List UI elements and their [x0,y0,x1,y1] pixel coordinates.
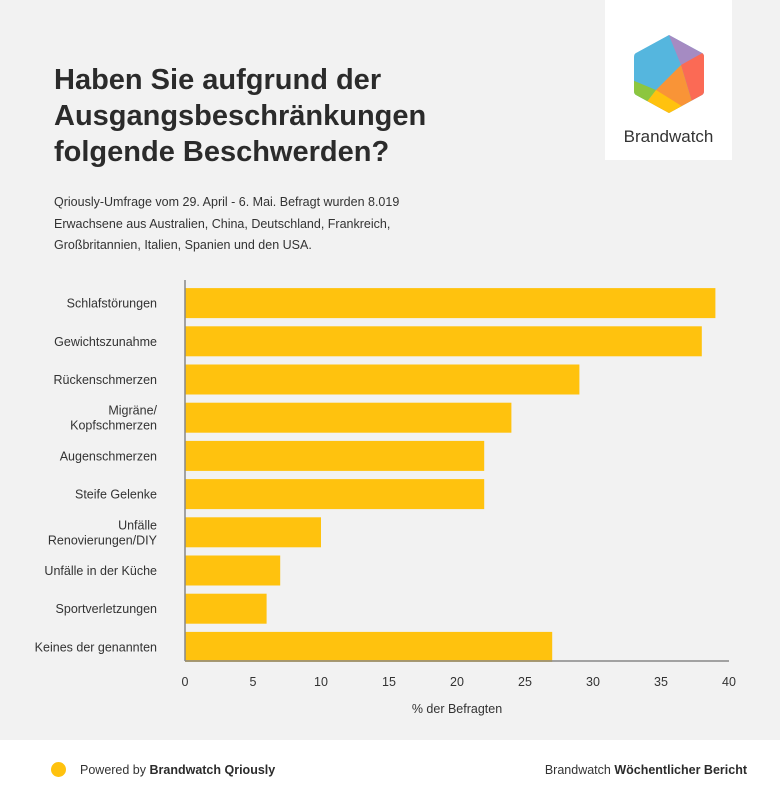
brand-logo: Brandwatch [605,0,732,160]
category-label: Unfälle in der Küche [44,564,157,578]
bar [185,631,553,662]
powered-by-brand: Brandwatch Qriously [149,763,276,777]
category-label: Keines der genannten [35,640,157,654]
brandwatch-hexagon-icon [634,35,704,113]
powered-by-text: Powered by Brandwatch Qriously [80,763,276,777]
x-tick-label: 0 [182,675,189,689]
chart-subtitle: Qriously-Umfrage vom 29. April - 6. Mai.… [54,195,400,252]
bar [185,364,580,395]
logo-text: Brandwatch [623,127,714,146]
bar-chart: Schlafstörungen Gewichtszunahme Rückenschm… [35,280,736,716]
x-tick-label: 30 [586,675,600,689]
x-tick-label: 35 [654,675,668,689]
x-tick-label: 20 [450,675,464,689]
category-label: Schlafstörungen [67,297,157,311]
category-label: Steife Gelenke [75,488,157,502]
chart-title: Haben Sie aufgrund der Ausgangsbeschränk… [54,64,427,168]
category-label: Sportverletzungen [56,602,158,616]
category-label: Rückenschmerzen [53,373,157,387]
category-label: Augenschmerzen [60,449,157,463]
x-tick-label: 25 [518,675,532,689]
footer-dot-icon [51,762,66,777]
bar [185,288,716,319]
category-label: Unfälle Renovierungen/DIY [48,518,158,547]
category-label: Gewichtszunahme [54,335,157,349]
bar [185,479,485,510]
report-name-text: Brandwatch Wöchentlicher Bericht [544,763,747,777]
x-tick-label: 40 [722,675,736,689]
x-tick-label: 5 [250,675,257,689]
x-tick-label: 15 [382,675,396,689]
category-label: Migräne/Kopfschmerzen [70,404,157,433]
bar [185,593,267,624]
x-axis-label: % der Befragten [412,702,502,716]
footer: Powered by Brandwatch Qriously Brandwatc… [0,740,780,799]
report-name: Wöchentlicher Bericht [614,763,747,777]
bar [185,555,281,586]
bar [185,402,512,433]
bar [185,326,702,357]
bar [185,517,321,548]
x-tick-label: 10 [314,675,328,689]
bar [185,440,485,471]
